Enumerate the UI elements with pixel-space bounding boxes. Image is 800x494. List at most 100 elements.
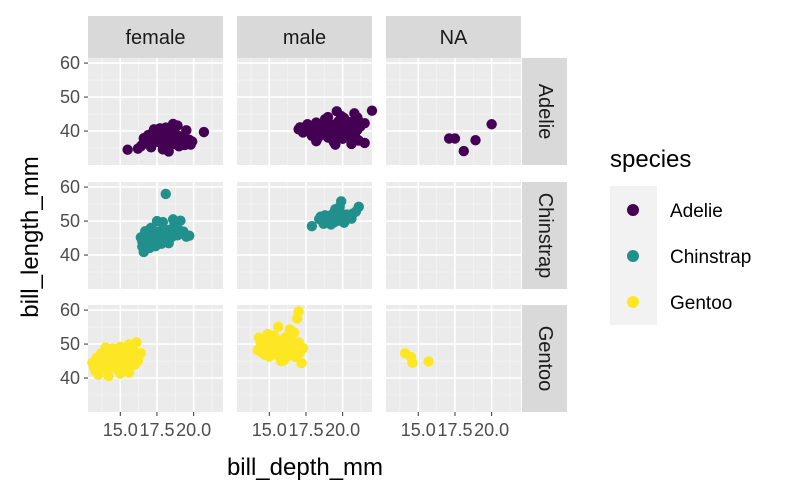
panel-male-gentoo (237, 305, 372, 412)
data-point-gentoo (291, 313, 303, 324)
x-axis-title: bill_depth_mm (227, 454, 383, 481)
y-axis-title: bill_length_mm (17, 156, 44, 317)
data-point-adelie (163, 146, 174, 157)
data-point-gentoo (283, 333, 294, 345)
x-tick-label: 15.0 (252, 420, 287, 440)
data-point-chinstrap (144, 224, 155, 235)
legend: species Adelie Chinstrap Gentoo (610, 146, 751, 325)
points-na-gentoo (399, 348, 434, 368)
strip-col-label-male: male (283, 27, 326, 49)
strip-row-chinstrap (522, 182, 567, 289)
data-point-chinstrap (137, 236, 148, 247)
strip-row-label-gentoo: Gentoo (534, 326, 556, 392)
panel-na-gentoo (386, 305, 521, 412)
strip-col-label-na: NA (440, 27, 468, 49)
data-point-adelie (449, 133, 461, 144)
data-point-adelie (335, 110, 347, 122)
data-point-gentoo (100, 342, 111, 353)
data-point-adelie (316, 129, 328, 140)
panel-male-chinstrap (237, 182, 372, 289)
data-point-adelie (166, 123, 177, 135)
data-point-adelie (458, 145, 469, 157)
legend-key-adelie (627, 204, 639, 216)
x-tick-label: 17.5 (288, 420, 323, 440)
legend-label-gentoo: Gentoo (670, 293, 732, 314)
data-point-gentoo (296, 357, 307, 369)
panel-background (386, 58, 521, 165)
data-point-chinstrap (175, 215, 186, 226)
strip-col-female (88, 16, 223, 58)
y-tick-label: 60 (60, 177, 80, 197)
strip-col-male (237, 16, 372, 58)
panel-background (237, 182, 372, 289)
data-point-adelie (138, 132, 149, 144)
data-point-adelie (122, 144, 133, 155)
legend-label-chinstrap: Chinstrap (670, 247, 751, 268)
data-point-adelie (366, 105, 378, 116)
strip-col-label-female: female (125, 27, 185, 49)
data-point-adelie (181, 125, 192, 136)
data-point-chinstrap (335, 196, 347, 207)
data-point-adelie (173, 130, 185, 142)
x-tick-label: 17.5 (437, 420, 472, 440)
data-point-adelie (325, 124, 337, 135)
panel-na-adelie (386, 58, 521, 165)
data-point-chinstrap (328, 217, 340, 228)
data-point-adelie (186, 136, 198, 147)
panels-layer (87, 58, 521, 412)
data-point-adelie (330, 139, 341, 150)
x-tick-label: 20.0 (176, 420, 211, 440)
y-tick-label: 40 (60, 121, 80, 141)
strip-row-label-chinstrap: Chinstrap (534, 193, 556, 279)
data-point-chinstrap (184, 230, 195, 241)
panel-na-chinstrap (386, 182, 521, 289)
data-point-gentoo (297, 342, 309, 354)
data-point-adelie (311, 136, 322, 147)
y-tick-label: 40 (60, 245, 80, 265)
data-point-gentoo (131, 337, 142, 348)
points-na-adelie (443, 119, 497, 157)
data-point-adelie (353, 115, 364, 127)
data-point-adelie (344, 117, 356, 128)
x-tick-label: 20.0 (474, 420, 509, 440)
data-point-gentoo (253, 332, 265, 343)
data-point-gentoo (272, 321, 284, 332)
strips-layer: female male NA Adelie Chinstrap Gentoo (88, 16, 567, 412)
data-point-gentoo (96, 356, 107, 367)
data-point-chinstrap (306, 220, 318, 232)
data-point-adelie (486, 119, 497, 130)
data-point-adelie (145, 142, 157, 153)
y-tick-label: 60 (60, 300, 80, 320)
data-point-adelie (198, 126, 210, 138)
points-female-chinstrap (135, 188, 195, 258)
points-female-gentoo (87, 337, 147, 382)
legend-key-gentoo (627, 296, 639, 308)
y-tick-label: 50 (60, 211, 80, 231)
points-female-adelie (122, 118, 210, 157)
legend-title: species (610, 146, 691, 173)
y-tick-label: 50 (60, 334, 80, 354)
points-male-chinstrap (306, 196, 364, 232)
x-tick-label: 15.0 (401, 420, 436, 440)
data-point-gentoo (123, 367, 135, 378)
data-point-gentoo (262, 328, 274, 340)
panel-background (237, 305, 372, 412)
data-point-adelie (346, 138, 357, 150)
x-tick-label: 15.0 (103, 420, 138, 440)
strip-row-adelie (522, 58, 567, 165)
y-tick-label: 40 (60, 368, 80, 388)
data-point-chinstrap (151, 215, 163, 227)
data-point-gentoo (119, 346, 130, 357)
data-point-chinstrap (350, 206, 362, 217)
x-tick-label: 20.0 (325, 420, 360, 440)
data-point-gentoo (275, 355, 287, 367)
legend-label-adelie: Adelie (670, 201, 723, 222)
panel-background (386, 182, 521, 289)
data-point-gentoo (407, 357, 418, 368)
data-point-gentoo (129, 359, 141, 370)
data-point-gentoo (115, 368, 126, 379)
data-point-gentoo (423, 356, 434, 367)
legend-key-chinstrap (627, 250, 639, 262)
data-point-gentoo (93, 369, 104, 380)
